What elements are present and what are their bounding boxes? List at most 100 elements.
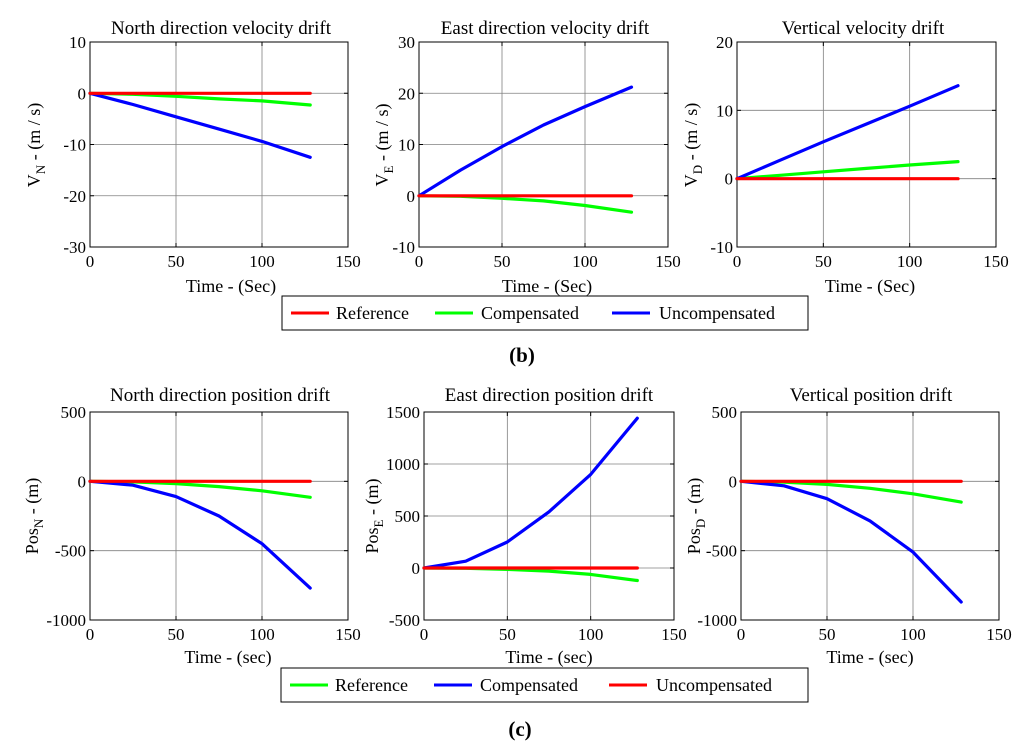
- x-tick-label: 0: [420, 625, 429, 644]
- y-label-main: V: [24, 174, 44, 187]
- legend-box: [280, 667, 809, 703]
- y-tick-label: 0: [407, 187, 416, 206]
- y-label-main: V: [681, 174, 701, 187]
- y-label-sub: N: [31, 518, 46, 528]
- y-tick-label: -1000: [46, 611, 86, 630]
- x-tick-label: 50: [168, 625, 185, 644]
- y-label-sub: D: [693, 519, 708, 528]
- y-axis-label: VN - (m / s): [24, 103, 48, 187]
- y-tick-label: 1000: [386, 455, 420, 474]
- y-axis-label: VD - (m / s): [681, 103, 705, 187]
- y-axis-label: VE - (m / s): [372, 104, 396, 187]
- y-tick-label: -1000: [697, 611, 737, 630]
- y-tick-label: 0: [729, 472, 738, 491]
- x-axis-label: Time - (sec): [184, 647, 271, 668]
- y-tick-label: -10: [710, 238, 733, 257]
- y-tick-label: 500: [395, 507, 421, 526]
- y-tick-label: -500: [389, 611, 420, 630]
- x-tick-label: 50: [499, 625, 516, 644]
- x-axis-label: Time - (sec): [505, 647, 592, 668]
- x-tick-label: 150: [983, 252, 1009, 271]
- y-tick-label: -500: [706, 542, 737, 561]
- x-tick-label: 150: [335, 625, 361, 644]
- legend-label: Uncompensated: [659, 303, 775, 323]
- y-tick-label: -500: [55, 542, 86, 561]
- series-line-compensated: [422, 416, 639, 570]
- y-tick-label: 0: [78, 84, 87, 103]
- x-tick-label: 0: [86, 625, 95, 644]
- panel-b-letter: b: [516, 343, 528, 367]
- x-tick-label: 100: [897, 252, 923, 271]
- y-label-rest: - (m / s): [681, 103, 702, 165]
- chart-vertical-position: 0 50 100 150 -1000 -500 0 500 Vertical position…: [684, 385, 1012, 668]
- x-axis-label: Time - (sec): [826, 647, 913, 668]
- y-label-sub: N: [33, 164, 48, 174]
- series-line-compensated: [739, 479, 963, 604]
- y-label-rest: - (m): [684, 478, 705, 519]
- y-label-sub: D: [690, 165, 705, 174]
- panel-label-c: (c): [508, 717, 531, 741]
- x-tick-label: 100: [572, 252, 598, 271]
- panel-c-letter: c: [515, 717, 524, 741]
- y-tick-label: -20: [63, 187, 86, 206]
- series-line-uncompensated: [417, 85, 634, 198]
- y-label-rest: - (m / s): [24, 103, 45, 165]
- y-label-rest: - (m): [362, 479, 383, 520]
- x-tick-label: 150: [335, 252, 361, 271]
- y-tick-label: 0: [78, 472, 87, 491]
- legend-box: [281, 295, 809, 331]
- chart-title: North direction position drift: [110, 385, 331, 406]
- chart-north-position: 0 50 100 150 -1000 -500 0 500 North direction p…: [22, 385, 361, 668]
- y-label-main: Pos: [362, 527, 382, 553]
- chart-title: East direction position drift: [445, 385, 654, 406]
- y-tick-label: 10: [69, 33, 86, 52]
- x-tick-label: 0: [737, 625, 746, 644]
- y-label-sub: E: [371, 519, 386, 527]
- y-tick-label: 500: [712, 403, 738, 422]
- legend-label: Compensated: [480, 675, 578, 695]
- y-tick-label: 0: [412, 559, 421, 578]
- y-tick-label: 20: [716, 33, 733, 52]
- x-axis-label: Time - (Sec): [186, 276, 276, 297]
- y-tick-label: 10: [716, 101, 733, 120]
- x-tick-label: 50: [494, 252, 511, 271]
- chart-title: East direction velocity drift: [441, 18, 650, 39]
- x-tick-label: 100: [578, 625, 604, 644]
- y-tick-label: 0: [725, 170, 734, 189]
- legend-label: Reference: [335, 675, 408, 695]
- y-axis-label: PosN - (m): [22, 478, 46, 554]
- x-tick-label: 150: [655, 252, 681, 271]
- y-tick-label: 10: [398, 136, 415, 155]
- x-axis-label: Time - (Sec): [502, 276, 592, 297]
- x-tick-label: 100: [249, 252, 275, 271]
- series-line-compensated: [88, 479, 312, 590]
- chart-north-velocity: 0 50 100 150 -30 -20 -10 0 10 North direction ve…: [24, 18, 361, 297]
- x-tick-label: 0: [415, 252, 424, 271]
- legend-label: Uncompensated: [656, 675, 772, 695]
- legend-label: Compensated: [481, 303, 579, 323]
- y-tick-label: 500: [61, 403, 87, 422]
- series-line-compensated: [735, 160, 960, 181]
- x-tick-label: 150: [986, 625, 1012, 644]
- y-label-rest: - (m / s): [372, 104, 393, 166]
- panel-label-b: (b): [509, 343, 535, 367]
- y-tick-label: -30: [63, 238, 86, 257]
- series-line-uncompensated: [88, 91, 312, 159]
- y-label-sub: E: [381, 165, 396, 173]
- y-label-main: V: [372, 173, 392, 186]
- y-label-main: Pos: [22, 528, 42, 554]
- x-tick-label: 50: [168, 252, 185, 271]
- legend-c: Reference Compensated Uncompensated: [280, 667, 809, 703]
- y-label-main: Pos: [684, 528, 704, 554]
- plot-area: [740, 411, 1000, 621]
- y-tick-label: -10: [63, 136, 86, 155]
- x-tick-label: 50: [815, 252, 832, 271]
- y-tick-label: 1500: [386, 403, 420, 422]
- x-axis-label: Time - (Sec): [825, 276, 915, 297]
- y-tick-label: -10: [392, 238, 415, 257]
- plot-area: [736, 41, 997, 248]
